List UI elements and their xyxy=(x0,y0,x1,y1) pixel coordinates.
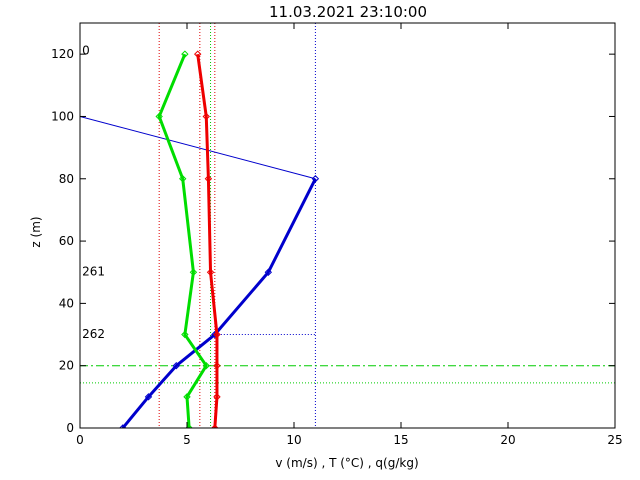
wind-point-5 xyxy=(264,268,273,276)
plot-frame xyxy=(79,22,616,429)
humidity-point-4 xyxy=(181,330,189,339)
wind-point-1 xyxy=(119,424,127,428)
temperature-point-2 xyxy=(213,393,221,401)
humidity-point-3 xyxy=(202,361,210,370)
y-tick-label-5: 80 xyxy=(59,172,74,186)
y-tick-label-4: 60 xyxy=(59,234,74,248)
humidity-point-7 xyxy=(155,112,163,121)
direction-label-2: 261 xyxy=(82,265,105,279)
x-axis-label: v (m/s) , T (°C) , q(g/kg) xyxy=(275,456,418,470)
temperature-point-7 xyxy=(202,112,210,121)
wind-profile-line xyxy=(121,178,317,428)
temperature-profile-line xyxy=(196,53,219,428)
direction-label-3: 262 xyxy=(82,327,105,341)
temperature-point-6 xyxy=(204,175,213,183)
humidity-point-8 xyxy=(181,50,189,58)
x-tick-label-3: 10 xyxy=(286,433,301,447)
wind-point-2 xyxy=(144,393,153,401)
temperature-point-1 xyxy=(211,424,219,428)
x-tick-label-1: 0 xyxy=(76,433,84,447)
humidity-point-2 xyxy=(183,393,191,401)
wind-point-3 xyxy=(172,361,181,370)
chart-title: 11.03.2021 23:10:00 xyxy=(269,3,427,21)
humidity-point-5 xyxy=(189,268,198,276)
temperature-point-4 xyxy=(213,330,221,339)
temperature-point-5 xyxy=(206,268,215,276)
wind-point-6 xyxy=(311,175,320,183)
y-axis-label: z (m) xyxy=(29,216,43,247)
x-tick-label-2: 5 xyxy=(183,433,191,447)
y-tick-label-7: 120 xyxy=(51,47,74,61)
x-tick-label-6: 25 xyxy=(607,433,622,447)
temperature-point-8 xyxy=(193,50,202,58)
x-tick-label-5: 20 xyxy=(500,433,515,447)
y-tick-label-1: 0 xyxy=(66,421,74,435)
temperature-point-3 xyxy=(213,361,221,370)
humidity-point-6 xyxy=(179,175,187,183)
humidity-profile-line xyxy=(157,53,208,428)
y-tick-label-2: 20 xyxy=(59,359,74,373)
y-tick-label-3: 40 xyxy=(59,296,74,310)
x-tick-label-4: 15 xyxy=(393,433,408,447)
wind-direction-line xyxy=(80,115,316,180)
direction-label-1: 0 xyxy=(82,44,90,58)
y-tick-label-6: 100 xyxy=(51,109,74,123)
